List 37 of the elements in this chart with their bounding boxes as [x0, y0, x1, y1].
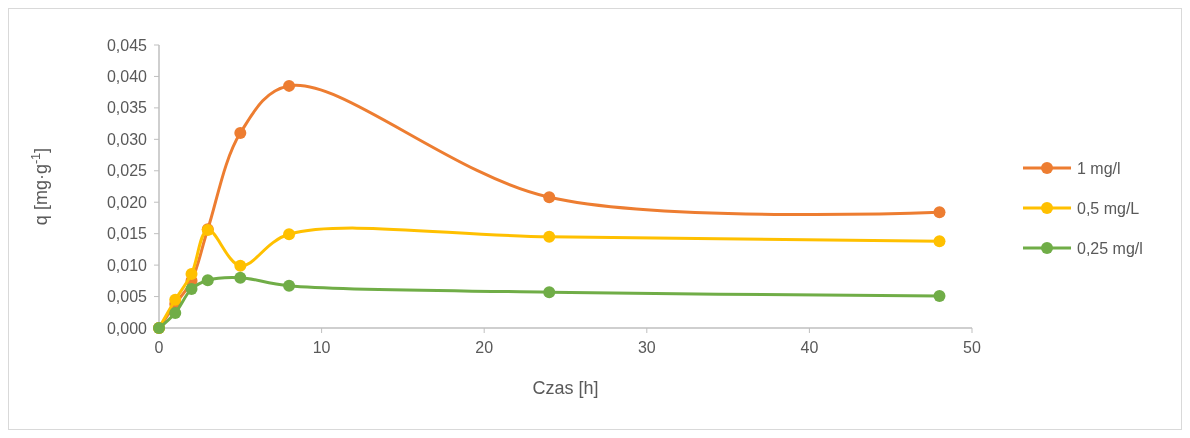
y-tick-label: 0,005 — [106, 288, 148, 306]
point — [185, 267, 198, 280]
legend-label: 0,25 mg/l — [1077, 239, 1143, 257]
y-tick-label: 0,030 — [106, 130, 148, 148]
x-tick-label: 40 — [800, 339, 819, 356]
x-tick-label: 0 — [154, 339, 164, 356]
point — [234, 259, 247, 272]
point — [933, 206, 946, 219]
x-tick-label: 20 — [475, 339, 494, 356]
y-tick-label: 0,015 — [106, 225, 148, 243]
point — [283, 279, 296, 292]
point — [169, 306, 182, 319]
y-tick-label: 0,020 — [106, 193, 148, 211]
y-tick-label: 0,000 — [106, 319, 148, 337]
point — [283, 79, 296, 92]
point — [283, 228, 296, 241]
point — [201, 274, 214, 287]
y-tick-label: 0,040 — [106, 68, 148, 86]
x-axis-title: Czas [h] — [532, 378, 599, 398]
y-tick-label: 0,045 — [106, 36, 148, 54]
x-tick-label: 30 — [637, 339, 656, 356]
point — [933, 235, 946, 248]
point — [543, 286, 556, 299]
point — [543, 230, 556, 243]
point — [185, 283, 198, 296]
point — [933, 289, 946, 302]
point — [169, 293, 182, 306]
y-tick-label: 0,010 — [106, 256, 148, 274]
legend-label: 1 mg/l — [1077, 159, 1121, 177]
x-tick-label: 10 — [312, 339, 331, 356]
y-tick-label: 0,025 — [106, 162, 148, 180]
x-tick-label: 50 — [963, 339, 981, 356]
point — [543, 191, 556, 204]
legend-label: 0,5 mg/L — [1077, 199, 1140, 217]
point — [234, 127, 247, 140]
point — [234, 271, 247, 284]
y-tick-label: 0,035 — [106, 99, 148, 117]
